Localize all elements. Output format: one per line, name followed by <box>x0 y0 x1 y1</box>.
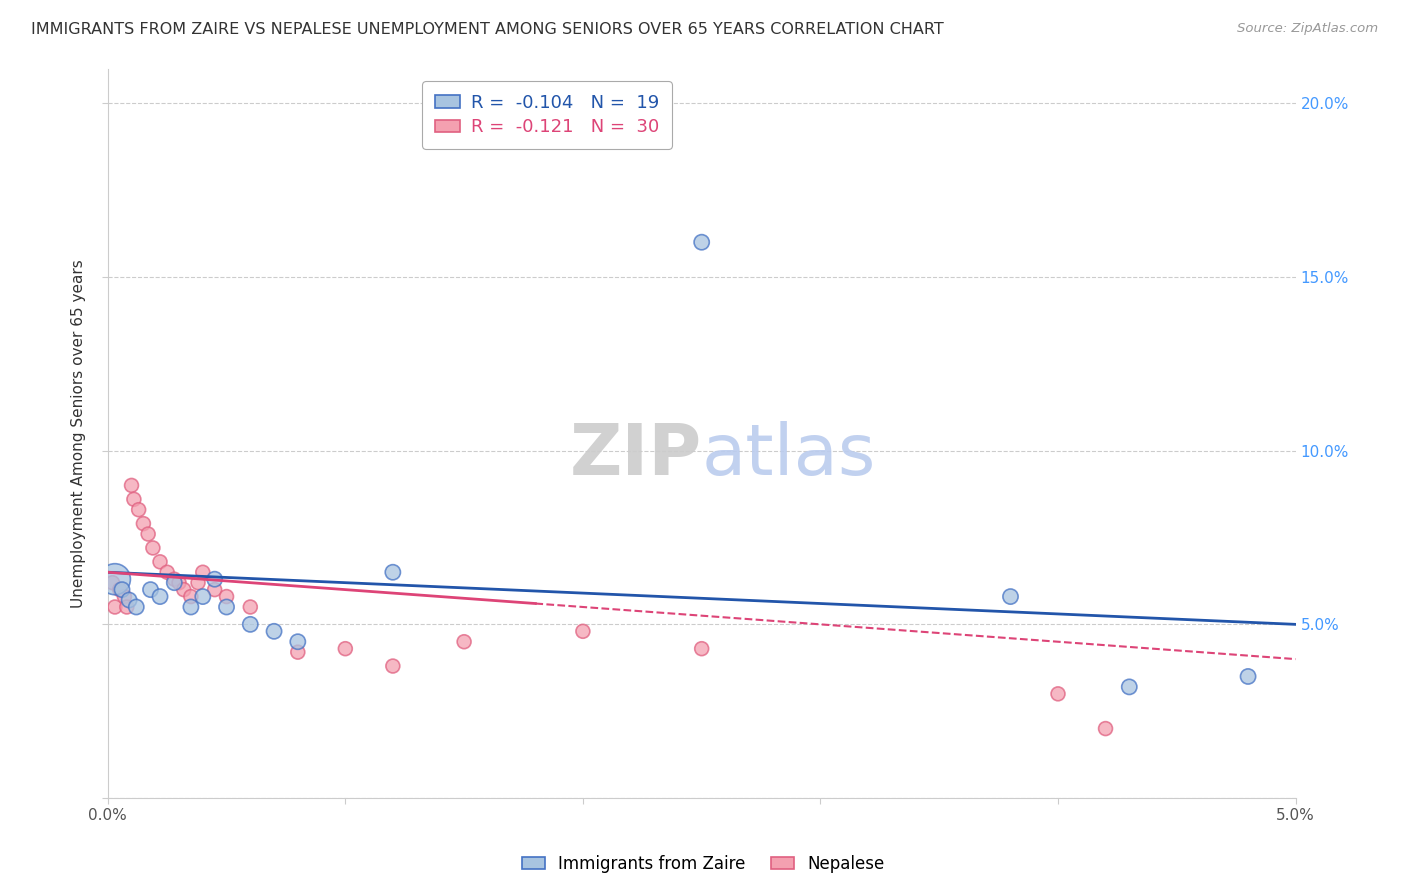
Point <box>163 572 186 586</box>
Point <box>381 659 404 673</box>
Point <box>239 617 262 632</box>
Y-axis label: Unemployment Among Seniors over 65 years: Unemployment Among Seniors over 65 years <box>72 259 86 607</box>
Point <box>180 599 202 614</box>
Point <box>215 599 238 614</box>
Point <box>453 634 475 648</box>
Text: ZIP: ZIP <box>569 421 702 490</box>
Point <box>104 599 127 614</box>
Point <box>187 575 209 590</box>
Point <box>287 634 309 648</box>
Point <box>149 555 172 569</box>
Point <box>149 590 172 604</box>
Point <box>139 582 162 597</box>
Point <box>191 566 214 580</box>
Point <box>1000 590 1022 604</box>
Point <box>142 541 165 555</box>
Point <box>690 641 713 656</box>
Legend: Immigrants from Zaire, Nepalese: Immigrants from Zaire, Nepalese <box>515 848 891 880</box>
Text: atlas: atlas <box>702 421 876 490</box>
Point <box>136 527 159 541</box>
Point <box>335 641 357 656</box>
Point <box>690 235 713 250</box>
Point <box>132 516 155 531</box>
Point <box>125 599 148 614</box>
Point <box>191 590 214 604</box>
Point <box>204 572 226 586</box>
Point <box>1047 687 1070 701</box>
Point <box>163 575 186 590</box>
Point <box>156 566 179 580</box>
Point <box>1237 669 1260 683</box>
Legend: R =  -0.104   N =  19, R =  -0.121   N =  30: R = -0.104 N = 19, R = -0.121 N = 30 <box>422 81 672 149</box>
Point <box>101 575 124 590</box>
Point <box>572 624 595 639</box>
Point <box>263 624 285 639</box>
Point <box>381 566 404 580</box>
Point <box>180 590 202 604</box>
Point <box>239 599 262 614</box>
Point <box>167 575 190 590</box>
Point <box>108 582 131 597</box>
Point <box>173 582 195 597</box>
Point <box>1094 722 1116 736</box>
Point <box>128 502 150 516</box>
Point <box>287 645 309 659</box>
Point <box>118 593 141 607</box>
Text: IMMIGRANTS FROM ZAIRE VS NEPALESE UNEMPLOYMENT AMONG SENIORS OVER 65 YEARS CORRE: IMMIGRANTS FROM ZAIRE VS NEPALESE UNEMPL… <box>31 22 943 37</box>
Text: Source: ZipAtlas.com: Source: ZipAtlas.com <box>1237 22 1378 36</box>
Point <box>1118 680 1140 694</box>
Point <box>115 599 138 614</box>
Point <box>204 582 226 597</box>
Point <box>215 590 238 604</box>
Point <box>112 590 135 604</box>
Point <box>104 572 127 586</box>
Point <box>121 478 143 492</box>
Point <box>111 582 134 597</box>
Point <box>122 492 145 507</box>
